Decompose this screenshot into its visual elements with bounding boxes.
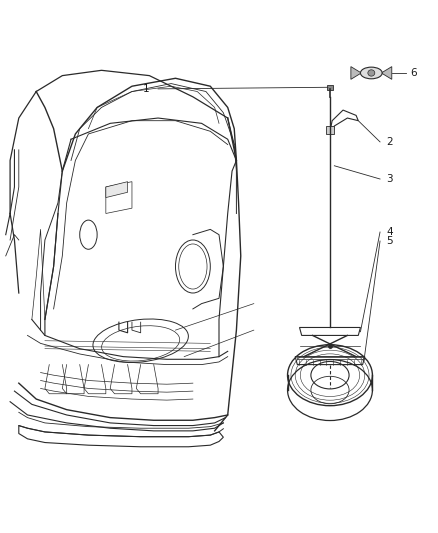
Ellipse shape [368,70,375,76]
Polygon shape [325,126,334,134]
Text: 1: 1 [143,84,149,94]
Text: 6: 6 [410,68,417,78]
Ellipse shape [311,361,349,389]
Polygon shape [106,182,127,198]
Text: 5: 5 [387,236,393,246]
Ellipse shape [360,67,382,79]
Text: 4: 4 [387,227,393,237]
Text: 2: 2 [387,137,393,147]
Polygon shape [351,67,360,79]
Polygon shape [382,67,392,79]
Text: 3: 3 [387,174,393,184]
Polygon shape [327,85,333,90]
